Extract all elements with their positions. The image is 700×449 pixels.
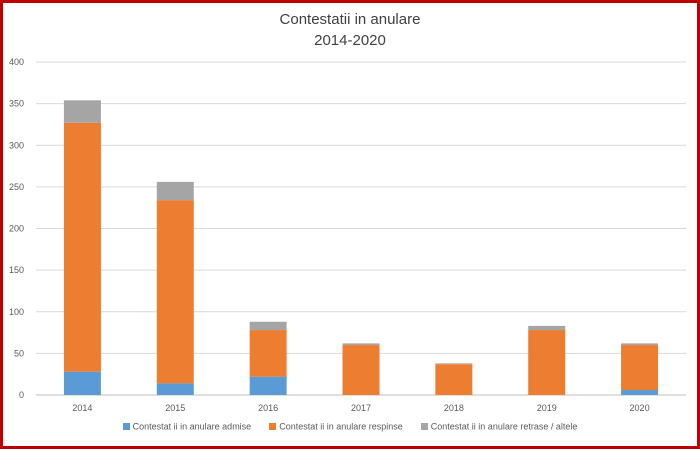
legend-swatch [122,423,130,431]
legend-item: Contestat ii in anulare retrase / altele [420,421,578,432]
legend: Contestat ii in anulare admise Contestat … [0,421,700,432]
bar-segment-retrase [63,100,101,123]
y-tick-label: 100 [9,307,24,317]
bars [63,100,659,395]
legend-item: Contestat ii in anulare admise [122,421,252,432]
y-tick-label: 0 [19,390,24,400]
gridlines [36,61,686,396]
bar-segment-respinse [621,345,659,391]
bar-segment-respinse [435,364,473,395]
y-tick-label: 350 [9,99,24,109]
bar-segment-admise [156,383,194,395]
legend-label: Contestat ii in anulare respinse [279,421,403,432]
y-tick-label: 300 [9,140,24,150]
y-tick-label: 50 [14,348,24,358]
legend-label: Contestat ii in anulare admise [132,421,252,432]
bar-segment-respinse [342,345,380,395]
legend-swatch [420,423,428,431]
legend-label: Contestat ii in anulare retrase / altele [430,421,578,432]
bar-segment-respinse [63,122,101,372]
x-tick-label: 2016 [258,403,278,413]
bar-segment-admise [63,371,101,395]
bar-segment-admise [621,390,659,395]
x-tick-label: 2018 [444,403,464,413]
x-tick-label: 2017 [351,403,371,413]
chart-title-block: Contestatii in anulare 2014-2020 [0,9,700,51]
legend-swatch [269,423,277,431]
chart-subtitle: 2014-2020 [314,32,386,49]
bar-segment-retrase [621,343,659,346]
x-tick-label: 2015 [165,403,185,413]
tick-labels: 0 50 100 150 200 250 300 350 400 2014 2015 2016 2017… [9,57,650,413]
bar-segment-admise [249,376,287,395]
x-tick-label: 2020 [630,403,650,413]
legend-item: Contestat ii in anulare respinse [269,421,403,432]
y-tick-label: 400 [9,57,24,67]
bar-segment-respinse [156,200,194,384]
x-tick-label: 2019 [537,403,557,413]
bar-segment-retrase [528,325,566,331]
x-tick-label: 2014 [72,403,92,413]
y-tick-label: 200 [9,224,24,234]
bar-segment-retrase [156,181,194,201]
chart-title: Contestatii in anulare [279,11,421,28]
bar-segment-respinse [249,330,287,377]
bar-segment-retrase [249,321,287,331]
bar-segment-respinse [528,330,566,395]
bar-segment-retrase [435,363,473,365]
bar-segment-retrase [342,343,380,346]
y-tick-label: 150 [9,265,24,275]
y-tick-label: 250 [9,182,24,192]
